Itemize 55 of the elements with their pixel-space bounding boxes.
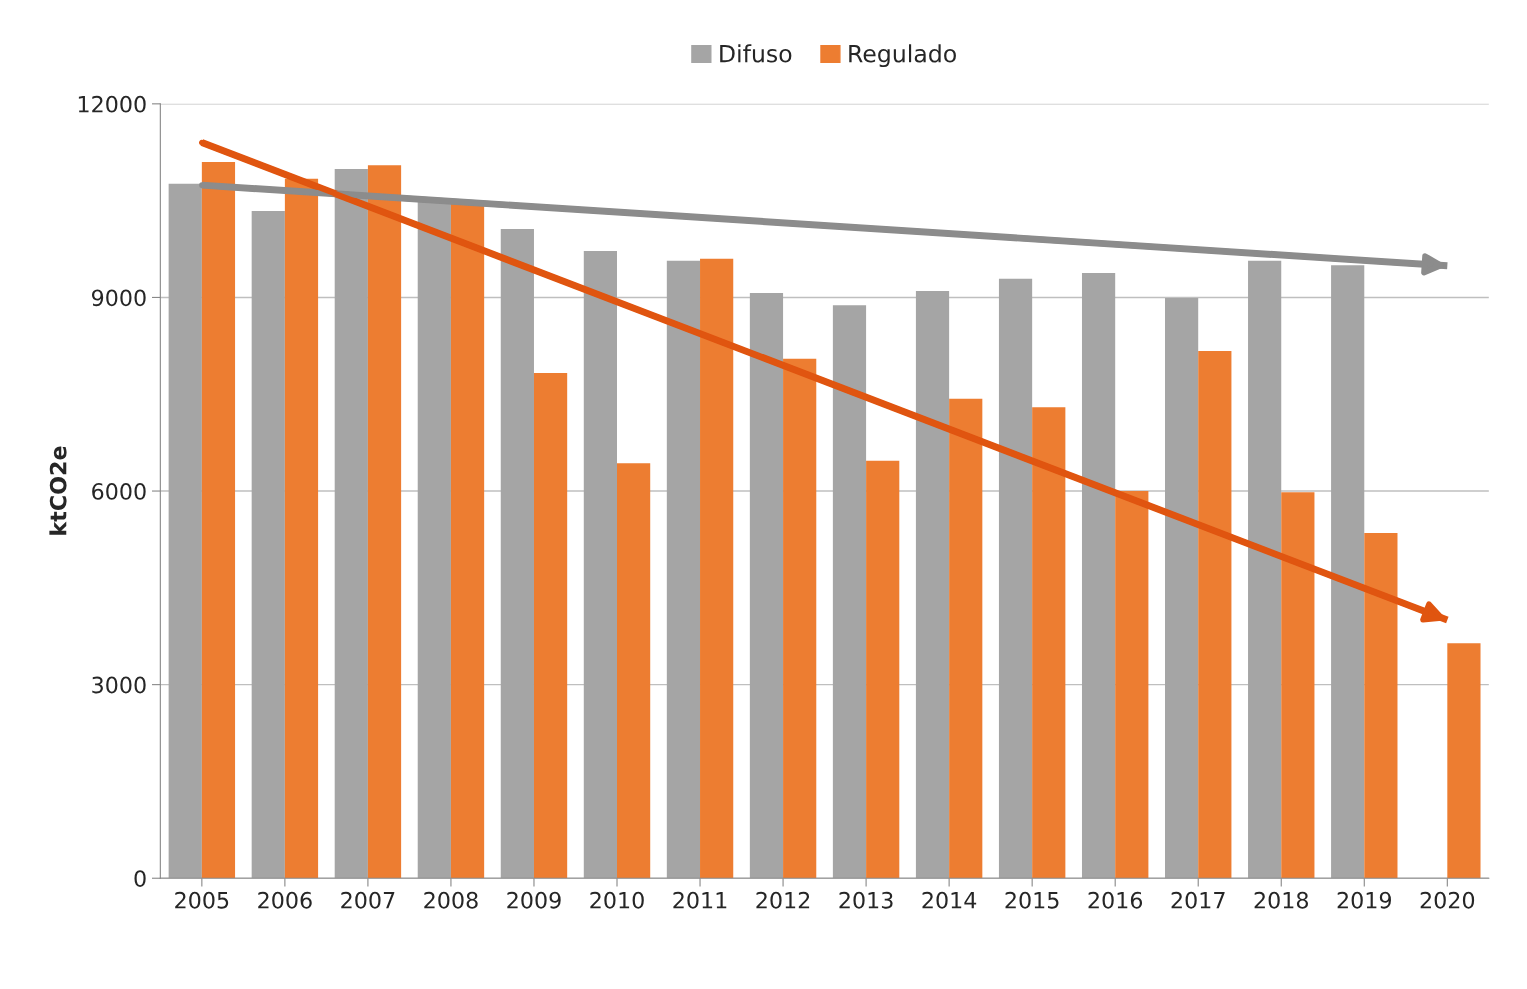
bar (1081, 272, 1116, 879)
bar (832, 305, 867, 879)
bar (450, 202, 485, 879)
bar (1248, 260, 1282, 879)
bar (201, 161, 236, 879)
bar (367, 165, 402, 879)
bar (1032, 407, 1066, 879)
bar (1165, 298, 1199, 879)
bar (500, 229, 534, 879)
bar (334, 169, 368, 879)
bar (700, 258, 734, 879)
y-tick-label: 3000 (92, 676, 146, 694)
x-tick-label: 2019 (1337, 891, 1391, 909)
bar (783, 358, 817, 879)
bar (251, 210, 285, 879)
y-tick-label: 12000 (78, 95, 146, 113)
bar (533, 372, 568, 879)
x-tick-label: 2015 (1005, 891, 1059, 909)
bar (168, 183, 202, 879)
x-tick-label: 2017 (1171, 891, 1225, 909)
bar (1364, 532, 1398, 879)
x-tick-label: 2010 (590, 891, 644, 909)
bar (1198, 351, 1232, 879)
x-tick-label: 2006 (258, 891, 312, 909)
bar (1447, 643, 1481, 879)
x-tick-label: 2018 (1254, 891, 1308, 909)
x-tick-label: 2012 (756, 891, 810, 909)
bar (866, 460, 900, 879)
bar (998, 278, 1033, 879)
bar (666, 260, 701, 879)
bar (1115, 491, 1149, 879)
x-tick-label: 2020 (1420, 891, 1475, 909)
bar (1331, 265, 1365, 879)
x-tick-label: 2007 (341, 891, 395, 909)
y-tick-label: 0 (134, 870, 146, 887)
x-tick-label: 2008 (424, 891, 478, 909)
x-tick-label: 2014 (922, 891, 977, 909)
bar (915, 290, 950, 879)
x-tick-label: 2011 (673, 891, 727, 909)
bar (1281, 492, 1315, 879)
x-tick-label: 2013 (839, 891, 893, 909)
bar (617, 463, 651, 879)
bar (284, 178, 319, 879)
legend-label: Regulado (849, 44, 956, 68)
bar (417, 200, 451, 879)
bar (583, 250, 617, 879)
y-tick-label: 9000 (91, 289, 146, 307)
x-tick-label: 2016 (1088, 891, 1143, 909)
bar (749, 292, 784, 879)
bar (949, 398, 983, 879)
x-tick-label: 2009 (507, 891, 561, 909)
y-axis-title: ktCO2e (49, 446, 67, 535)
x-tick-label: 2005 (175, 891, 229, 909)
y-tick-label: 6000 (92, 482, 146, 500)
legend-label: Difuso (720, 44, 792, 63)
